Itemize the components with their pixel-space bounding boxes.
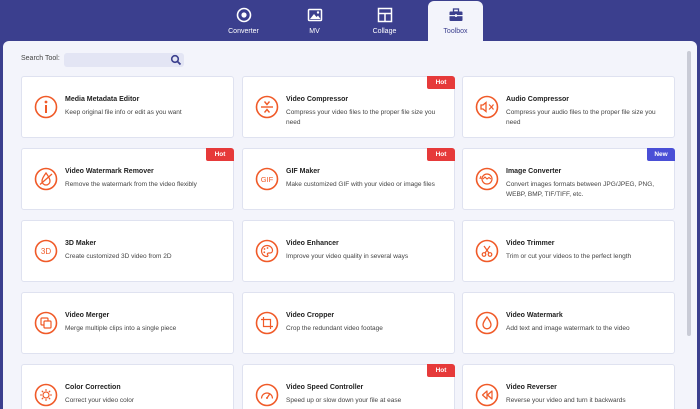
tab-converter[interactable]: Converter: [216, 1, 271, 41]
speedometer-icon: [255, 383, 279, 407]
tool-card-video-speed-controller[interactable]: Video Speed Controller Speed up or slow …: [242, 364, 455, 409]
palette-icon: [255, 239, 279, 263]
svg-text:3D: 3D: [41, 247, 51, 256]
tool-desc: Convert images formats between JPG/JPEG,…: [506, 181, 655, 198]
tool-desc: Speed up or slow down your file at ease: [286, 397, 402, 404]
toolbox-panel: Search Tool: Media Metadata Editor Keep …: [3, 41, 697, 409]
tool-title: Video Speed Controller: [286, 384, 364, 391]
image-convert-icon: [475, 167, 499, 191]
scissors-icon: [475, 239, 499, 263]
tool-desc: Improve your video quality in several wa…: [286, 253, 409, 260]
tool-title: Audio Compressor: [506, 96, 570, 103]
sun-icon: [34, 383, 58, 407]
tool-title: GIF Maker: [286, 168, 320, 175]
new-badge: New: [647, 148, 675, 161]
droplet-icon: [475, 311, 499, 335]
info-icon: [34, 95, 58, 119]
tool-card-video-enhancer[interactable]: Video Enhancer Improve your video qualit…: [242, 220, 455, 282]
tool-title: 3D Maker: [65, 240, 97, 247]
tool-card-video-watermark[interactable]: Video Watermark Add text and image water…: [462, 292, 675, 354]
search-icon[interactable]: [170, 54, 182, 66]
hot-badge: Hot: [427, 148, 455, 161]
crop-icon: [255, 311, 279, 335]
tool-title: Video Cropper: [286, 312, 335, 319]
hot-badge: Hot: [427, 76, 455, 89]
tool-card-gif-maker[interactable]: GIF GIF Maker Make customized GIF with y…: [242, 148, 455, 210]
tab-mv[interactable]: MV: [287, 1, 342, 41]
tool-card-audio-compressor[interactable]: Audio Compressor Compress your audio fil…: [462, 76, 675, 138]
scrollbar-thumb[interactable]: [687, 51, 691, 336]
converter-icon: [236, 7, 251, 23]
hot-badge: Hot: [206, 148, 234, 161]
tool-title: Video Enhancer: [286, 240, 339, 247]
watermark-remove-icon: [34, 167, 58, 191]
top-nav-bar: Converter MV Collage Toolbox: [0, 0, 700, 41]
tool-title: Video Trimmer: [506, 240, 555, 247]
compress-icon: [255, 95, 279, 119]
svg-text:GIF: GIF: [261, 175, 274, 184]
tool-card-video-compressor[interactable]: Video Compressor Compress your video fil…: [242, 76, 455, 138]
tab-toolbox[interactable]: Toolbox: [428, 1, 483, 41]
audio-compress-icon: [475, 95, 499, 119]
rewind-icon: [475, 383, 499, 407]
tool-desc: Add text and image watermark to the vide…: [506, 325, 630, 332]
tool-desc: Merge multiple clips into a single piece: [65, 325, 177, 332]
tool-card-video-reverser[interactable]: Video Reverser Reverse your video and tu…: [462, 364, 675, 409]
tool-desc: Crop the redundant video footage: [286, 325, 383, 332]
tool-desc: Trim or cut your videos to the perfect l…: [506, 253, 632, 260]
tool-desc: Create customized 3D video from 2D: [65, 253, 172, 260]
tab-mv-label: MV: [309, 28, 320, 35]
search-label: Search Tool:: [21, 55, 60, 62]
merge-icon: [34, 311, 58, 335]
toolbox-icon: [449, 8, 462, 21]
tool-card-video-trimmer[interactable]: Video Trimmer Trim or cut your videos to…: [462, 220, 675, 282]
tab-collage[interactable]: Collage: [357, 1, 412, 41]
tool-card-color-correction[interactable]: Color Correction Correct your video colo…: [21, 364, 234, 409]
tool-title: Media Metadata Editor: [65, 96, 140, 103]
tab-collage-label: Collage: [372, 28, 397, 35]
tool-title: Video Compressor: [286, 96, 349, 103]
tool-card-video-merger[interactable]: Video Merger Merge multiple clips into a…: [21, 292, 234, 354]
tab-converter-label: Converter: [228, 28, 259, 35]
tool-card-image-converter[interactable]: Image Converter Convert images formats b…: [462, 148, 675, 210]
tool-title: Video Reverser: [506, 384, 557, 391]
tool-title: Image Converter: [506, 168, 562, 175]
tool-desc: Compress your audio files to the proper …: [506, 109, 656, 126]
3d-icon: 3D: [34, 239, 58, 263]
tool-desc: Correct your video color: [65, 397, 134, 404]
tool-title: Video Merger: [65, 312, 110, 319]
tool-desc: Compress your video files to the proper …: [286, 109, 436, 126]
tool-title: Video Watermark Remover: [65, 168, 154, 175]
collage-icon: [377, 7, 392, 23]
tool-title: Color Correction: [65, 384, 121, 391]
mv-icon: [307, 8, 322, 22]
tool-desc: Remove the watermark from the video flex…: [65, 181, 197, 188]
tool-card-video-watermark-remover[interactable]: Video Watermark Remover Remove the water…: [21, 148, 234, 210]
gif-icon: GIF: [255, 167, 279, 191]
tool-desc: Reverse your video and turn it backwards: [506, 397, 626, 404]
tool-desc: Keep original file info or edit as you w…: [65, 109, 182, 116]
hot-badge: Hot: [427, 364, 455, 377]
tab-toolbox-label: Toolbox: [443, 28, 468, 35]
tool-title: Video Watermark: [506, 312, 563, 319]
tool-card-video-cropper[interactable]: Video Cropper Crop the redundant video f…: [242, 292, 455, 354]
search-input[interactable]: [64, 53, 184, 67]
tool-card-media-metadata-editor[interactable]: Media Metadata Editor Keep original file…: [21, 76, 234, 138]
tool-desc: Make customized GIF with your video or i…: [286, 181, 435, 188]
tool-card-3d-maker[interactable]: 3D 3D Maker Create customized 3D video f…: [21, 220, 234, 282]
